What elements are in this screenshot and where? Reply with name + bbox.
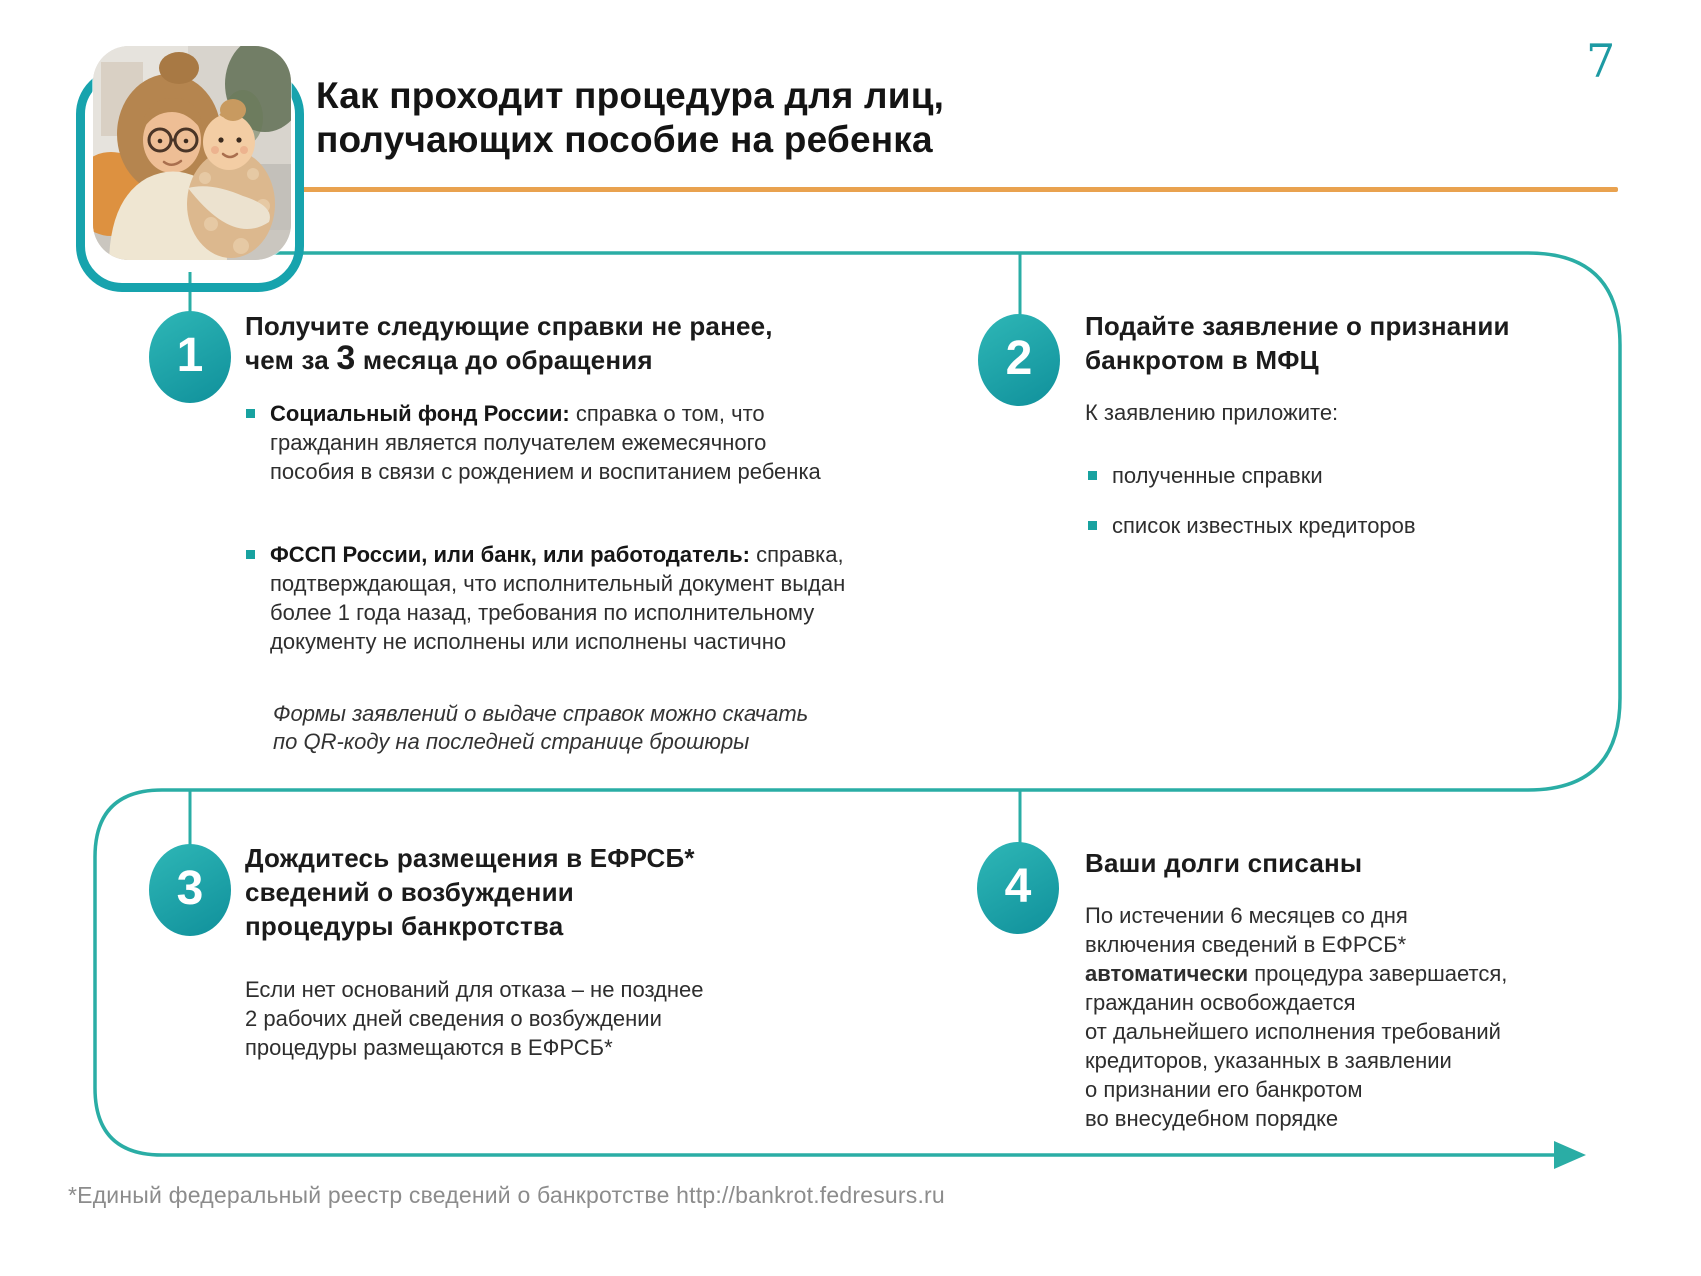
bullet-2-lead: ФССП России, или банк, или работодатель: bbox=[270, 542, 750, 567]
step-1-bullet-1: Социальный фонд России: справка о том, ч… bbox=[246, 399, 836, 486]
step-2-bullet-2: список известных кредиторов bbox=[1088, 511, 1416, 540]
step-1-badge: 1 bbox=[149, 311, 231, 403]
step-1-number: 1 bbox=[176, 329, 204, 382]
footer-note: *Единый федеральный реестр сведений о ба… bbox=[68, 1182, 945, 1208]
step-2-heading: Подайте заявление о признании банкротом … bbox=[1085, 311, 1510, 375]
bullet-square-icon bbox=[246, 409, 255, 418]
step-4-heading: Ваши долги списаны bbox=[1085, 848, 1363, 878]
page-title: Как проходит процедура для лиц, получающ… bbox=[316, 75, 945, 160]
step-1-bullet-2: ФССП России, или банк, или работодатель:… bbox=[246, 540, 846, 656]
step-4-bold-word: автоматически bbox=[1085, 961, 1249, 986]
page-number: 7 bbox=[1586, 34, 1616, 88]
step-4-badge: 4 bbox=[977, 842, 1059, 934]
step-4-number: 4 bbox=[1004, 860, 1032, 913]
orange-rule bbox=[298, 187, 1618, 192]
bullet-1-lead: Социальный фонд России: bbox=[270, 401, 570, 426]
arrow-right-icon bbox=[1554, 1141, 1586, 1169]
photo-mother-child bbox=[93, 46, 291, 260]
step-2-intro: К заявлению приложите: bbox=[1085, 400, 1339, 425]
step-1-heading-number: 3 bbox=[336, 339, 356, 377]
step-2-number: 2 bbox=[1005, 332, 1033, 385]
step-3-badge: 3 bbox=[149, 844, 231, 936]
bullet-square-icon bbox=[246, 550, 255, 559]
step-3-heading: Дождитесь размещения в ЕФРСБ* сведений о… bbox=[245, 843, 695, 941]
step-1-heading: Получите следующие справки не ранее, чем… bbox=[245, 311, 773, 377]
bullet-square-icon bbox=[1088, 471, 1097, 480]
step-2-badge: 2 bbox=[978, 314, 1060, 406]
step-1-note: Формы заявлений о выдаче справок можно с… bbox=[273, 701, 809, 754]
bullet-square-icon bbox=[1088, 521, 1097, 530]
step-3-number: 3 bbox=[176, 862, 204, 915]
step-2-bullet-1: полученные справки bbox=[1088, 461, 1323, 490]
step-3-body: Если нет оснований для отказа – не поздн… bbox=[245, 977, 704, 1060]
step-4-body: По истечении 6 месяцев со дня включения … bbox=[1085, 903, 1508, 1131]
